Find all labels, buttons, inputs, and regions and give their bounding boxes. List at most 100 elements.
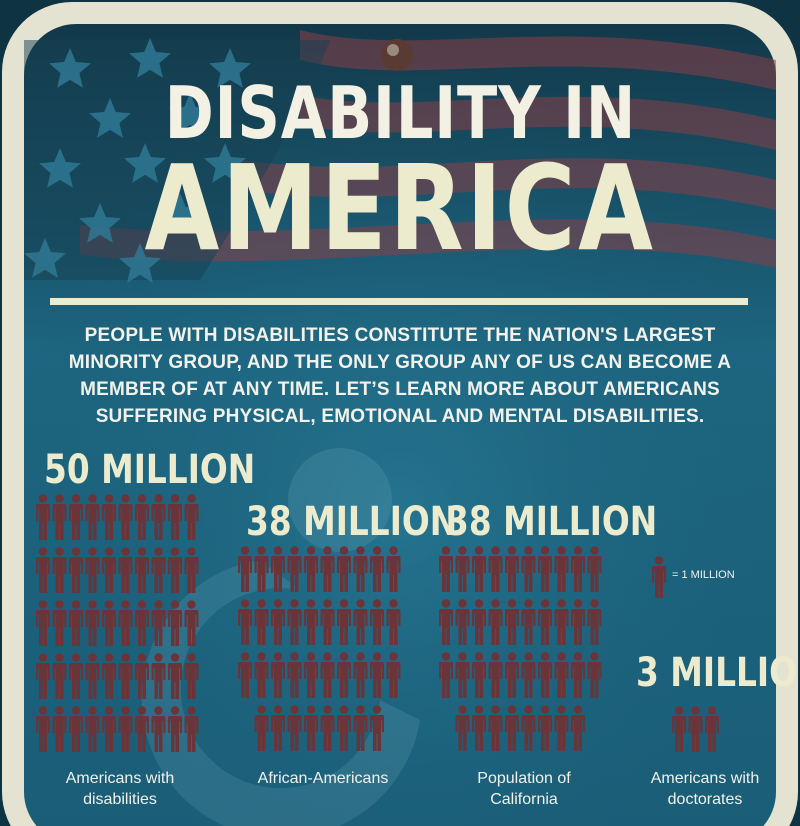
person-icon xyxy=(102,706,116,752)
flag-stripes xyxy=(80,30,776,268)
person-icon xyxy=(135,706,149,752)
person-icon xyxy=(36,547,50,593)
person-icon xyxy=(370,546,384,592)
person-icon xyxy=(554,599,569,645)
person-icon xyxy=(184,600,199,646)
flag-star-icon xyxy=(124,143,166,183)
person-icon xyxy=(304,705,318,751)
person-icon xyxy=(151,547,166,593)
person-grid-disabilities xyxy=(36,494,199,752)
person-icon xyxy=(271,546,285,592)
flag-star-icon xyxy=(169,93,211,133)
person-icon xyxy=(571,546,585,592)
legend-person-icon xyxy=(652,556,666,598)
person-icon xyxy=(705,706,719,752)
person-icon xyxy=(52,653,67,699)
caption-african-americans: African-Americans xyxy=(238,768,408,789)
person-icon xyxy=(538,546,552,592)
person-icon xyxy=(554,705,569,751)
person-icon xyxy=(184,706,199,752)
person-icon xyxy=(587,652,602,698)
person-icon xyxy=(521,546,536,592)
intro-text: PEOPLE WITH DISABILITIES CONSTITUTE THE … xyxy=(68,325,732,427)
person-icon xyxy=(184,653,199,699)
flag-star-icon xyxy=(39,148,81,188)
person-icon xyxy=(102,547,116,593)
person-icon xyxy=(571,599,585,645)
person-icon xyxy=(102,653,116,699)
person-icon xyxy=(254,705,269,751)
person-grid-african-americans xyxy=(238,546,401,751)
person-icon xyxy=(587,546,602,592)
person-icon xyxy=(538,705,552,751)
person-icon xyxy=(571,652,585,698)
person-icon xyxy=(455,599,470,645)
person-icon xyxy=(238,652,252,698)
person-icon xyxy=(69,653,83,699)
person-icon xyxy=(238,546,252,592)
person-icon xyxy=(102,494,116,540)
person-icon xyxy=(287,652,302,698)
person-icon xyxy=(320,652,335,698)
person-icon xyxy=(118,494,133,540)
person-icon xyxy=(554,652,569,698)
person-icon xyxy=(167,547,182,593)
person-icon xyxy=(472,652,486,698)
person-icon xyxy=(521,599,536,645)
person-icon xyxy=(439,652,453,698)
person-icon xyxy=(439,599,453,645)
person-icon xyxy=(370,705,384,751)
stat-value-african-americans: 38 MILLION xyxy=(246,499,458,545)
person-icon xyxy=(488,546,503,592)
person-icon xyxy=(353,599,368,645)
person-icon xyxy=(52,600,67,646)
person-icon xyxy=(36,494,50,540)
person-icon xyxy=(353,705,368,751)
person-icon xyxy=(52,547,67,593)
person-icon xyxy=(167,653,182,699)
title-line-2: AMERICA xyxy=(144,139,656,277)
person-icon xyxy=(505,546,519,592)
person-icon xyxy=(353,546,368,592)
person-icon xyxy=(151,653,166,699)
person-icon xyxy=(320,705,335,751)
person-icon xyxy=(472,705,486,751)
stat-value-doctorates: 3 MILLION xyxy=(636,650,800,696)
person-icon xyxy=(167,494,182,540)
person-icon xyxy=(304,599,318,645)
title: DISABILITY IN AMERICA xyxy=(0,70,800,268)
person-icon xyxy=(69,547,83,593)
caption-disabilities-line-1: Americans with xyxy=(65,770,175,787)
person-grid-california xyxy=(439,546,602,751)
person-icon xyxy=(135,600,149,646)
person-icon xyxy=(320,546,335,592)
person-icon xyxy=(337,599,351,645)
person-icon xyxy=(102,600,116,646)
person-icon xyxy=(254,599,269,645)
person-icon xyxy=(337,705,351,751)
person-icon xyxy=(688,706,703,752)
caption-california-line-1: Population of xyxy=(477,770,571,787)
person-icon xyxy=(672,706,686,752)
caption-disabilities: Americans with disabilities xyxy=(38,768,202,810)
person-icon xyxy=(184,547,199,593)
person-icon xyxy=(287,546,302,592)
person-icon xyxy=(254,546,269,592)
person-icon xyxy=(287,599,302,645)
caption-disabilities-line-2: disabilities xyxy=(83,791,157,808)
caption-african-americans-line-1: African-Americans xyxy=(257,770,389,787)
person-icon xyxy=(271,652,285,698)
flag-star-icon xyxy=(129,38,171,78)
person-icon xyxy=(386,599,401,645)
person-icon xyxy=(587,599,602,645)
wheelchair-watermark xyxy=(141,448,420,826)
person-icon xyxy=(521,705,536,751)
caption-california: Population of California xyxy=(440,768,608,810)
stat-value-california: 38 MILLION xyxy=(446,499,658,545)
flag-star-icon xyxy=(159,193,201,233)
flag-star-icon xyxy=(204,143,246,183)
person-icon xyxy=(151,706,166,752)
person-icon xyxy=(167,600,182,646)
person-icon xyxy=(353,652,368,698)
